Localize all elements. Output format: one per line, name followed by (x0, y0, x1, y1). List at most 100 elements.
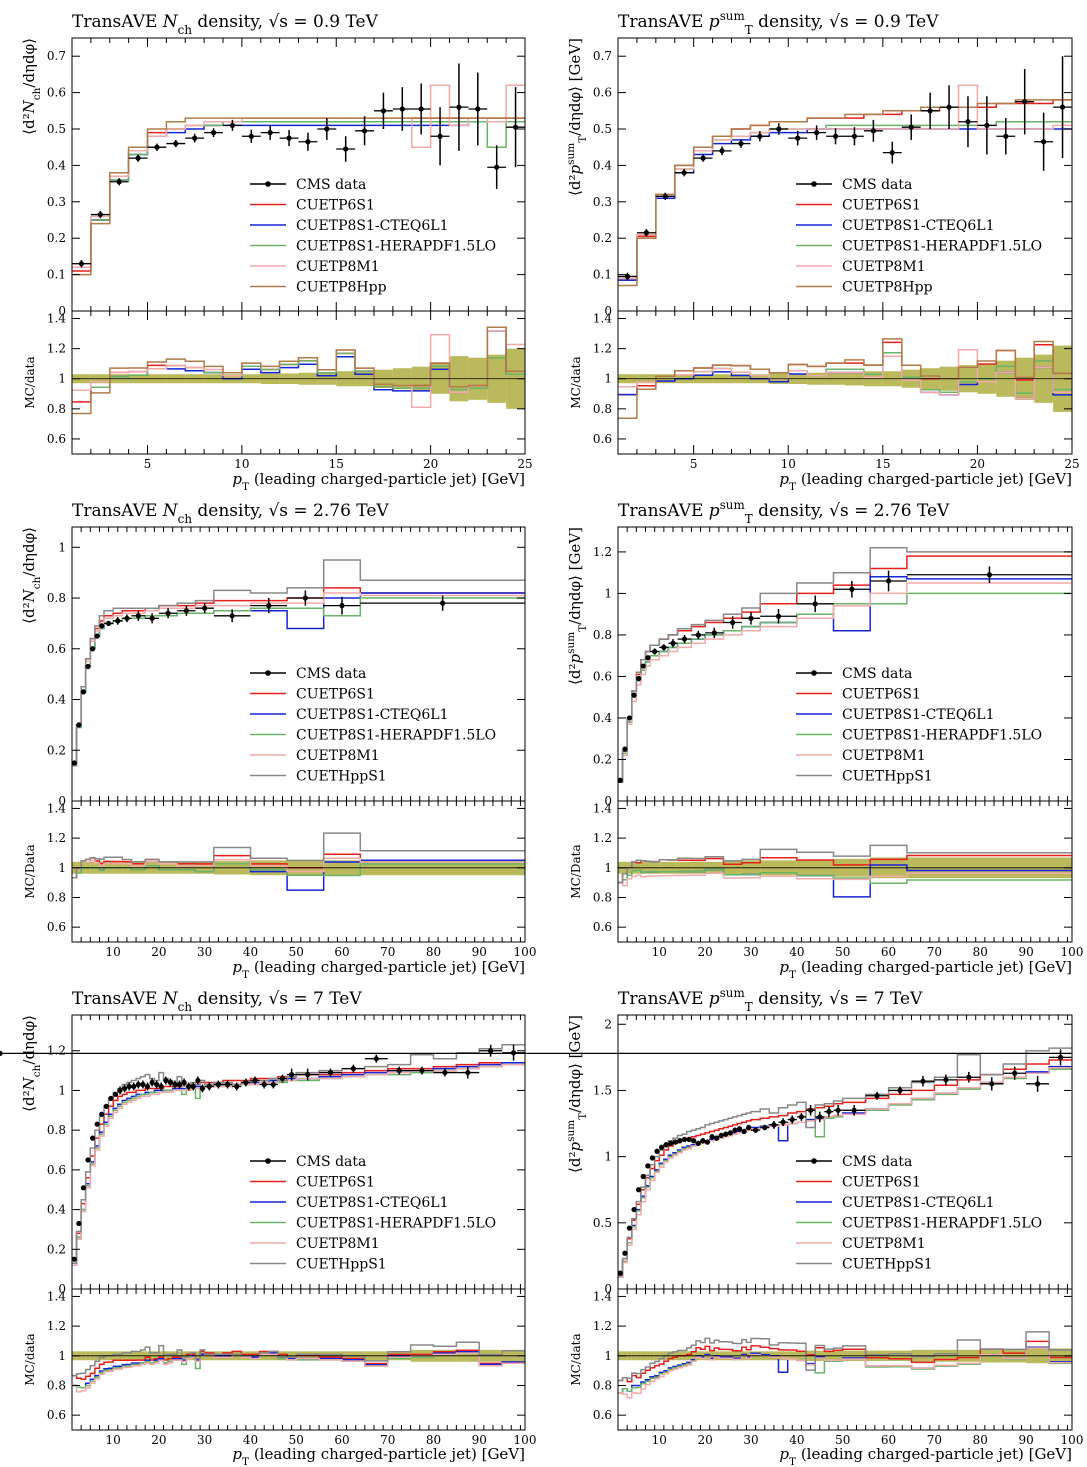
data-point (700, 1138, 706, 1144)
data-marker (652, 648, 658, 655)
y-tick-label: 0.7 (47, 49, 66, 63)
data-point (658, 1144, 665, 1151)
y-axis-label: ⟨d²psumT/dηdφ⟩ [GeV] (565, 1015, 589, 1173)
data-marker (626, 1225, 633, 1231)
data-marker (103, 1103, 109, 1109)
data-point (645, 655, 651, 661)
data-point (232, 1082, 242, 1091)
legend-item: CMS data (796, 1154, 912, 1170)
data-point (296, 1068, 320, 1081)
legend-item: CUETP8M1 (250, 748, 380, 764)
y-tick-label: 0.2 (47, 743, 66, 757)
data-point (185, 133, 205, 143)
data-point (870, 570, 907, 592)
data-point (113, 617, 123, 625)
legend-item: CMS data (250, 666, 366, 682)
legend-item: CUETP6S1 (250, 1175, 375, 1191)
legend-item: CUETP8M1 (250, 1236, 380, 1252)
data-point (736, 1126, 743, 1132)
data-marker (1003, 133, 1009, 139)
x-tick-label: 10 (106, 945, 121, 959)
panel-5: TransAVE Nch density, √s = 7 TeV 0 0.2 0.4 0… (20, 989, 536, 1467)
data-point (502, 1044, 525, 1061)
x-tick-label: 100 (514, 1433, 537, 1447)
data-point (901, 114, 921, 140)
data-point (213, 609, 251, 623)
legend-label: CMS data (842, 1154, 912, 1170)
data-points (0, 1049, 1072, 1276)
y-tick-label: 0.6 (593, 669, 612, 683)
x-axis-label: pT (leading charged-particle jet) [GeV] (779, 958, 1072, 981)
x-tick-label: 70 (380, 945, 395, 959)
data-marker (748, 615, 754, 621)
data-point (176, 1080, 183, 1089)
data-point (117, 1086, 123, 1095)
data-marker (456, 104, 462, 110)
data-point (131, 1082, 137, 1091)
data-marker (76, 722, 82, 728)
y-tick-label: 0.1 (593, 268, 612, 282)
data-marker (176, 1081, 183, 1088)
panel-title: TransAVE psumT density, √s = 7 TeV (618, 986, 923, 1014)
data-marker (396, 1067, 402, 1074)
legend-label: CUETP8S1-HERAPDF1.5LO (842, 239, 1042, 255)
x-tick-label: 90 (472, 945, 487, 959)
data-point (681, 1136, 688, 1143)
legend-item: CUETP6S1 (796, 198, 921, 214)
y-tick-label: 1 (604, 586, 612, 600)
data-marker (658, 1144, 665, 1150)
data-marker (691, 1138, 697, 1144)
x-tick-label: 80 (426, 945, 441, 959)
data-point (204, 128, 223, 138)
data-point (636, 675, 642, 682)
data-marker (302, 595, 308, 601)
ratio-axis-label: MC/data (569, 356, 583, 408)
panel-title: TransAVE Nch density, √s = 7 TeV (72, 989, 362, 1014)
data-point (177, 605, 196, 616)
series-line-CUETHppS1 (72, 559, 525, 767)
y-tick-label: 1.5 (593, 1083, 612, 1097)
y-tick-label: 0.1 (47, 268, 66, 282)
x-tick-label: 40 (789, 945, 804, 959)
x-tick-label: 40 (243, 945, 258, 959)
data-point (691, 1138, 697, 1144)
data-marker (719, 148, 725, 154)
data-marker (920, 1078, 926, 1084)
x-tick-label: 30 (197, 945, 212, 959)
data-marker (704, 1139, 711, 1145)
data-marker (670, 640, 676, 646)
data-point (144, 1082, 151, 1091)
data-point (778, 1118, 788, 1127)
data-point (147, 143, 167, 151)
legend-item: CUETP8M1 (796, 259, 926, 275)
legend-marker (811, 1158, 817, 1164)
panel-1: TransAVE Nch density, √s = 0.9 TeV 0 0.1 0.… (20, 12, 533, 493)
data-point (617, 1270, 623, 1276)
ratio-y-tick-label: 0.8 (47, 402, 66, 416)
data-point (636, 229, 656, 237)
data-point (845, 127, 864, 146)
ratio-axis-label: MC/data (23, 1333, 37, 1385)
legend-item: CMS data (250, 177, 366, 193)
data-point (980, 1077, 1004, 1091)
data-point (223, 119, 242, 131)
ratio-y-tick-label: 1 (58, 1349, 66, 1363)
data-point (287, 590, 324, 606)
data-marker (192, 135, 198, 141)
x-tick-label: 30 (743, 1433, 758, 1447)
legend-label: CUETHppS1 (296, 1257, 387, 1273)
data-marker (80, 689, 87, 695)
legend-marker (265, 181, 271, 187)
data-marker (814, 130, 820, 136)
data-point (760, 1124, 770, 1131)
data-point (433, 1068, 457, 1077)
series-line-CUETP8Hpp (618, 99, 1072, 287)
data-point (712, 146, 732, 156)
data-marker (106, 620, 112, 627)
ratio-line-CUETP8S1-CTEQ6L1 (72, 1350, 525, 1389)
ratio-y-tick-label: 1.2 (47, 342, 66, 356)
data-marker (736, 1126, 743, 1132)
legend-marker (811, 181, 817, 187)
data-point (691, 630, 706, 640)
ratio-axis-label: MC/data (23, 356, 37, 408)
